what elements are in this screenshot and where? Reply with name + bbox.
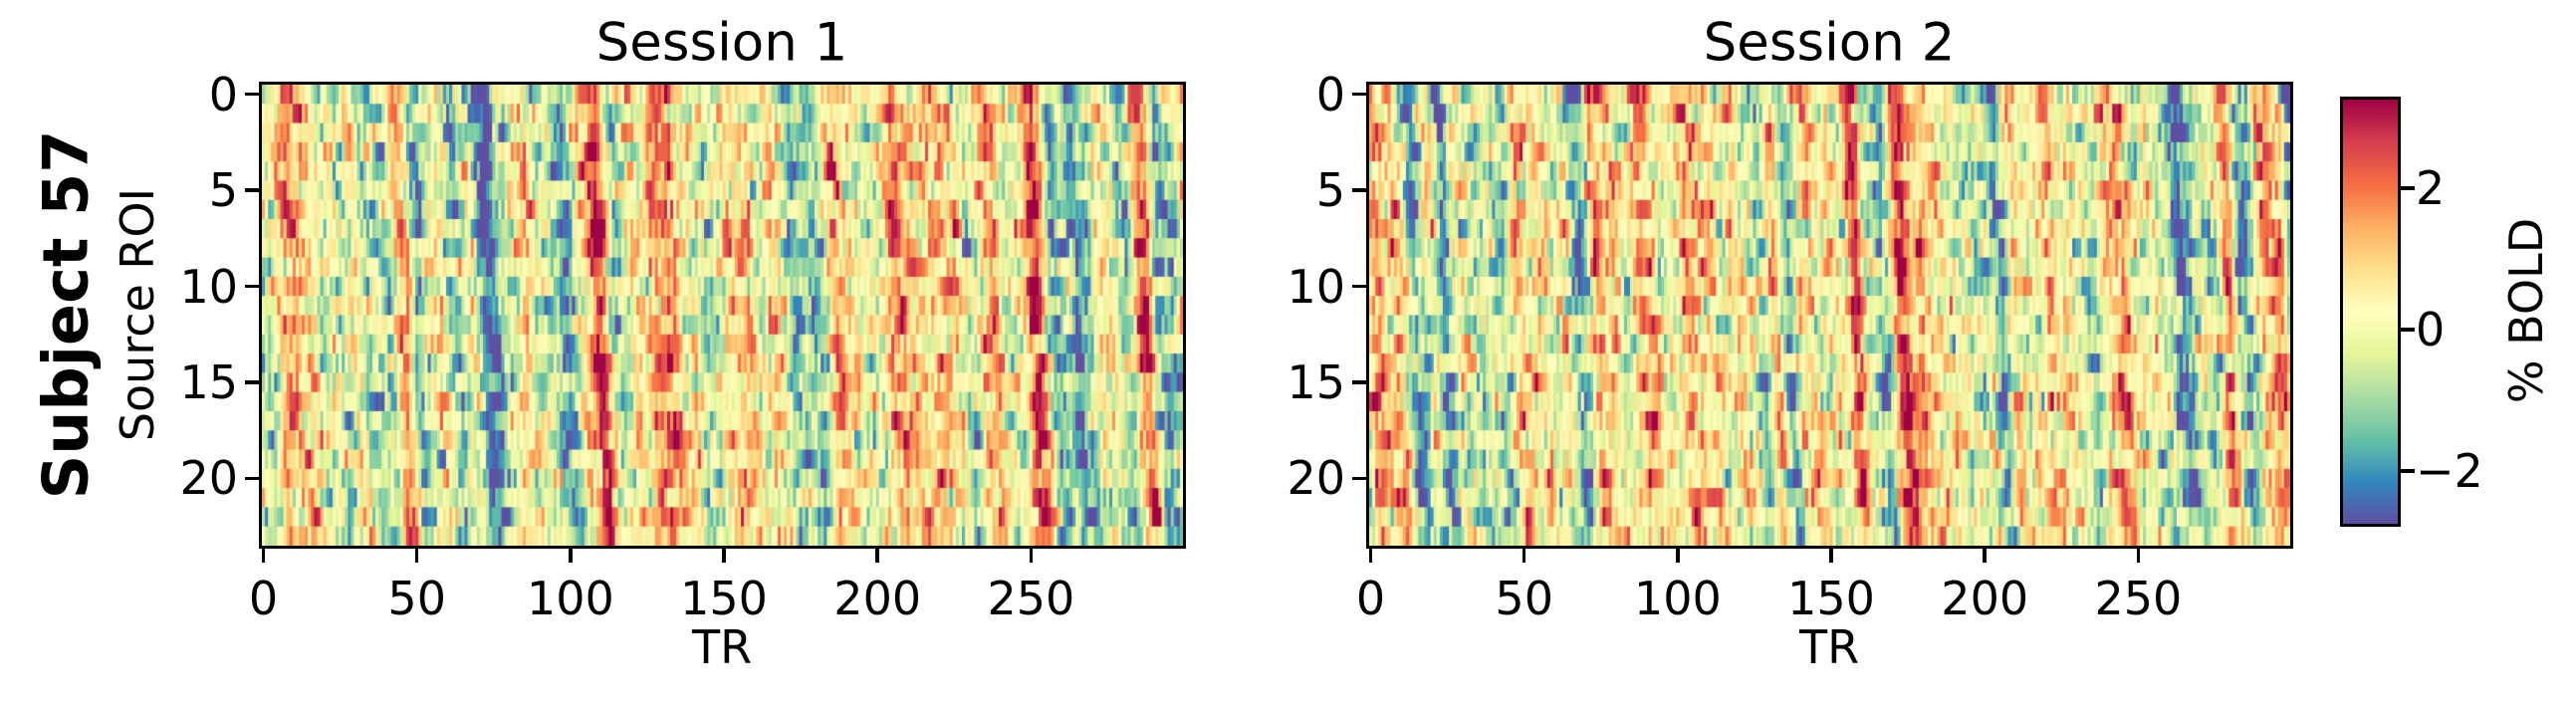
x-tick-mark	[569, 549, 573, 563]
x-tick-label: 100	[526, 572, 614, 625]
x-tick-mark	[261, 549, 266, 563]
x-tick-mark	[1829, 549, 1833, 563]
x-tick-mark	[1676, 549, 1680, 563]
x-tick-label: 50	[1495, 572, 1553, 625]
y-tick-label: 15	[1287, 355, 1345, 410]
y-tick-mark	[1352, 188, 1366, 192]
session-1-heatmap	[262, 85, 1183, 546]
y-tick-label: 20	[1287, 451, 1345, 506]
x-tick-label: 100	[1633, 572, 1722, 625]
colorbar	[2340, 97, 2401, 527]
y-tick-mark	[245, 188, 259, 192]
colorbar-label: % BOLD	[2499, 217, 2553, 404]
colorbar-tick-label: 0	[2416, 302, 2446, 356]
colorbar-tick-label: 2	[2416, 160, 2446, 215]
x-tick-mark	[1983, 549, 1987, 563]
x-tick-label: 200	[833, 572, 922, 625]
panel-1-x-axis-label: TR	[691, 620, 753, 674]
y-tick-mark	[245, 92, 259, 97]
y-tick-label: 15	[179, 355, 238, 410]
x-tick-mark	[414, 549, 419, 563]
y-tick-label: 0	[208, 67, 238, 121]
x-tick-mark	[1368, 549, 1373, 563]
x-tick-label: 150	[1787, 572, 1875, 625]
x-tick-label: 250	[2094, 572, 2183, 625]
y-tick-label: 10	[1287, 259, 1345, 314]
figure-row-label: Subject 57	[29, 129, 103, 500]
y-tick-mark	[1352, 92, 1366, 97]
colorbar-tick-label: −2	[2416, 443, 2483, 498]
panel-2-title: Session 2	[1703, 12, 1956, 74]
x-tick-mark	[875, 549, 879, 563]
x-tick-mark	[722, 549, 726, 563]
x-tick-mark	[1029, 549, 1034, 563]
y-tick-mark	[245, 476, 259, 481]
session-2-heatmap	[1369, 85, 2290, 546]
x-tick-label: 0	[1355, 572, 1386, 625]
y-tick-mark	[245, 284, 259, 289]
x-tick-label: 50	[387, 572, 446, 625]
panel-1-title: Session 1	[595, 12, 848, 74]
y-tick-mark	[1352, 380, 1366, 384]
panel-1-plot-area	[259, 82, 1186, 549]
y-tick-label: 10	[179, 259, 238, 314]
colorbar-tick-mark	[2401, 328, 2415, 332]
colorbar-tick-mark	[2401, 186, 2415, 190]
y-tick-mark	[1352, 284, 1366, 289]
x-tick-label: 250	[987, 572, 1075, 625]
y-tick-label: 5	[208, 163, 238, 218]
y-tick-mark	[245, 380, 259, 384]
x-tick-mark	[2136, 549, 2141, 563]
x-tick-label: 200	[1941, 572, 2029, 625]
colorbar-tick-mark	[2401, 469, 2415, 473]
x-tick-mark	[1522, 549, 1526, 563]
y-tick-label: 20	[179, 451, 238, 506]
panel-2-x-axis-label: TR	[1798, 620, 1860, 674]
x-tick-label: 0	[248, 572, 279, 625]
panel-2-plot-area	[1366, 82, 2293, 549]
y-tick-label: 5	[1315, 163, 1345, 218]
y-tick-mark	[1352, 476, 1366, 481]
y-tick-label: 0	[1315, 67, 1345, 121]
x-tick-label: 150	[680, 572, 768, 625]
